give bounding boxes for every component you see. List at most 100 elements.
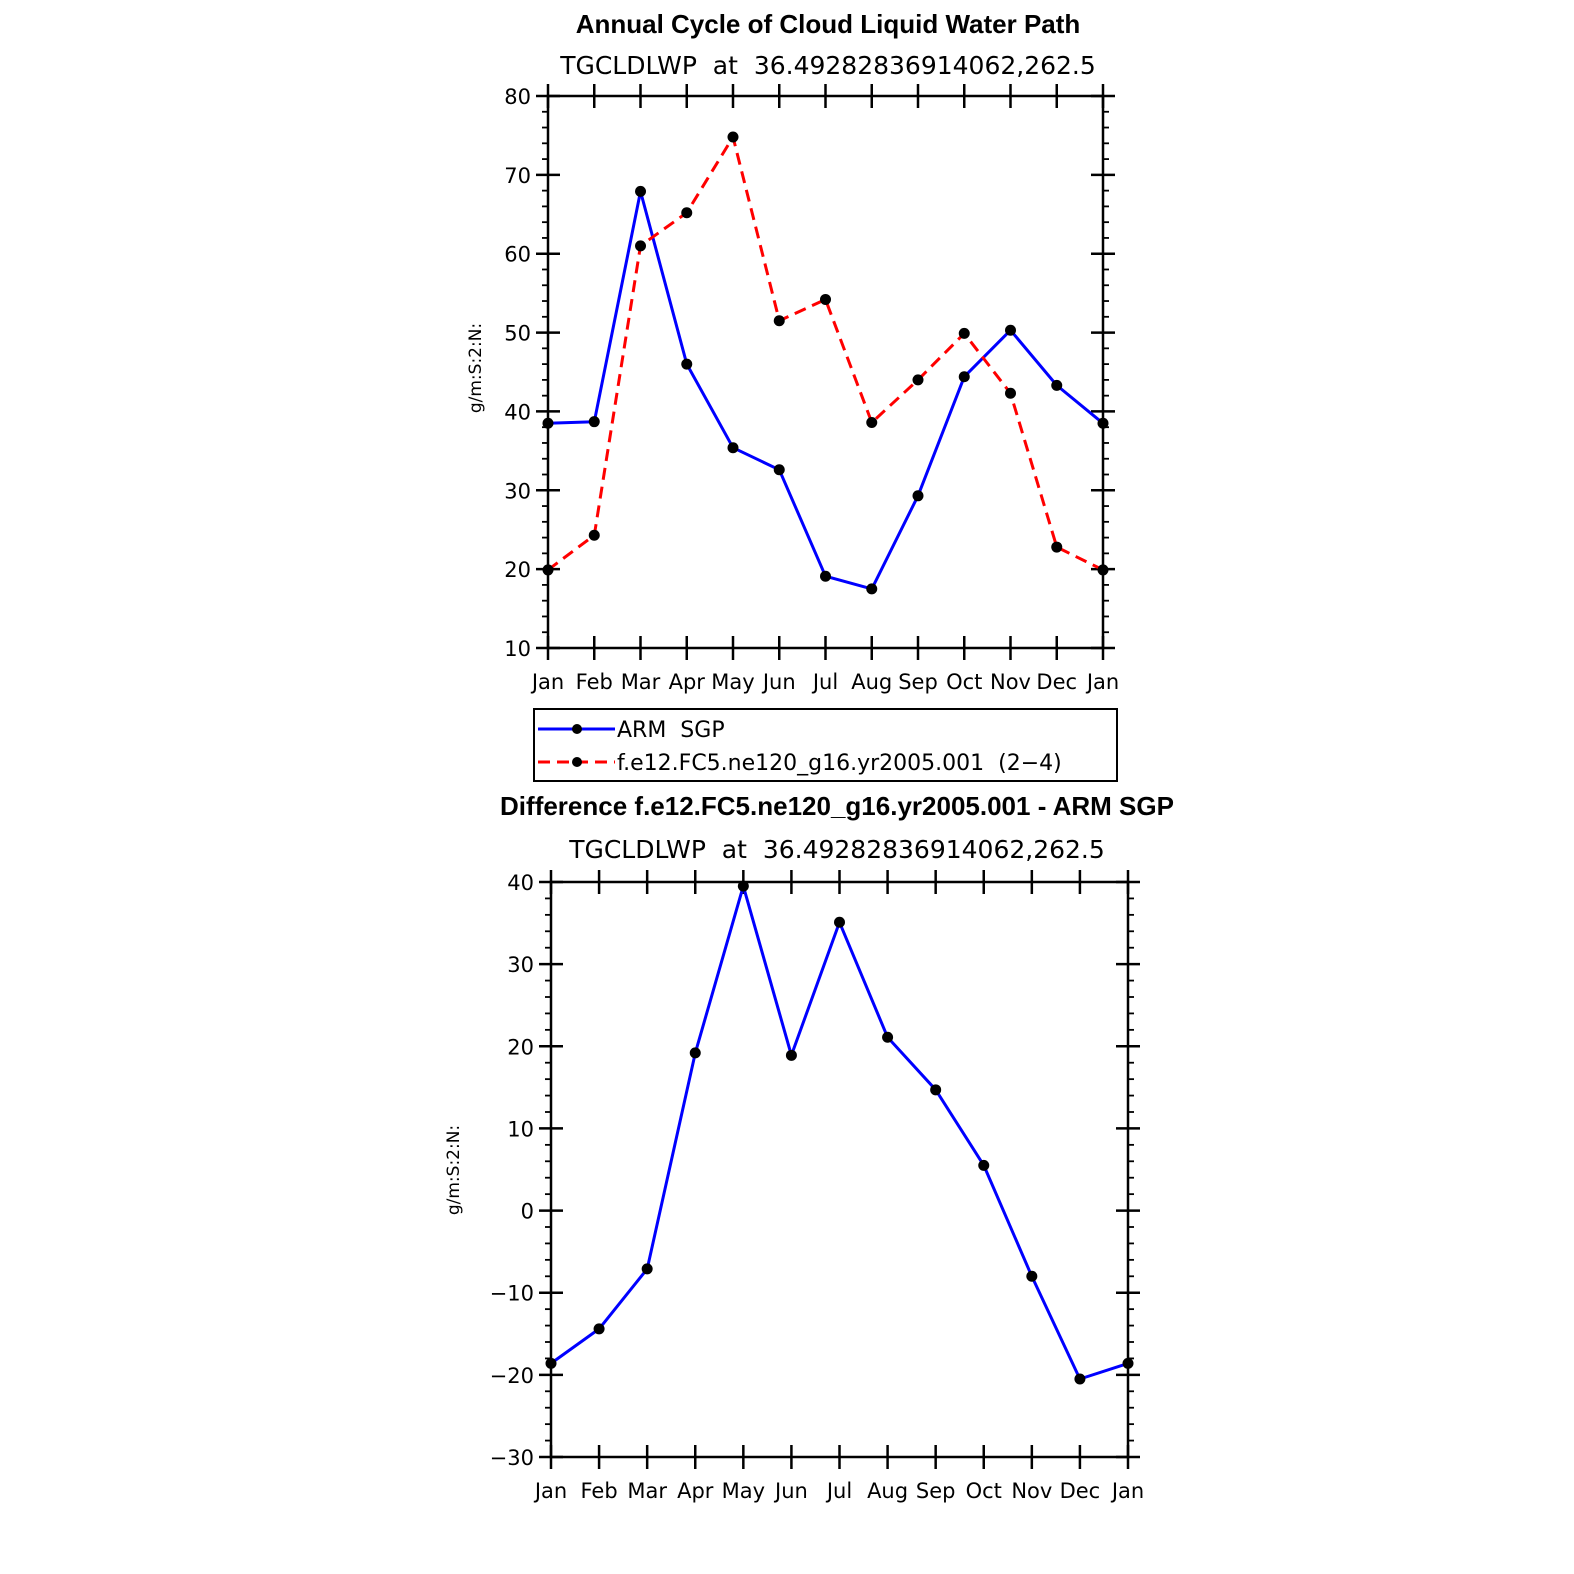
chart1-series-1-line xyxy=(547,135,1104,572)
chart1-ytick-label: 50 xyxy=(504,322,531,346)
chart2-series-0-point xyxy=(641,1263,653,1275)
chart1-series-0-point xyxy=(727,442,739,454)
chart2-series-0-point xyxy=(1026,1270,1038,1282)
chart1-series-1-point xyxy=(635,240,646,252)
chart1-series-1-point xyxy=(1005,387,1016,399)
chart1-xtick-label: May xyxy=(711,670,754,694)
chart2-ytick-label: −30 xyxy=(490,1446,534,1470)
chart1-series-1-point xyxy=(820,293,831,305)
chart1-xtick-label: Oct xyxy=(946,670,982,694)
chart2-series-0-point xyxy=(785,1049,797,1061)
chart1-xtick-label: Sep xyxy=(898,670,938,694)
chart2-title: Difference f.e12.FC5.ne120_g16.yr2005.00… xyxy=(500,791,1174,821)
chart2-xtick-label: Oct xyxy=(966,1479,1002,1503)
chart1-xtick-label: Dec xyxy=(1036,670,1077,694)
chart2-ytick-label: 10 xyxy=(507,1117,534,1141)
chart1-series-0-point xyxy=(820,570,831,582)
chart2-series-0-point xyxy=(689,1047,701,1059)
chart2-xtick-label: Jan xyxy=(533,1479,567,1503)
chart2-subtitle: TGCLDLWP at 36.49282836914062,262.5 xyxy=(568,835,1105,864)
chart1-series-1-point xyxy=(727,131,739,143)
chart2-series-0-point xyxy=(1122,1357,1134,1369)
chart1-series-1-point xyxy=(1097,564,1109,576)
chart1-subtitle: TGCLDLWP at 36.49282836914062,262.5 xyxy=(559,51,1096,80)
chart1-xtick-label: Jul xyxy=(811,670,838,694)
chart1-series-0-point xyxy=(681,358,693,370)
chart1-series-1-point xyxy=(773,315,785,327)
chart2-series-0-point xyxy=(882,1031,894,1043)
chart1-xtick-label: Jun xyxy=(761,670,796,694)
legend-marker-arm xyxy=(572,724,582,734)
chart1-series-1-point xyxy=(1051,541,1063,553)
chart1-series-0-point xyxy=(912,490,924,502)
chart1-xtick-label: Apr xyxy=(669,670,706,694)
chart1-series-0-point xyxy=(542,417,554,429)
chart1-series-0-point xyxy=(773,464,785,476)
chart2-ytick-label: 40 xyxy=(507,871,534,895)
chart2-ytick-label: 0 xyxy=(521,1200,534,1224)
chart1-series-1-point xyxy=(542,564,554,576)
chart1-series-0-point xyxy=(635,185,646,197)
chart1-series-1-point xyxy=(866,416,878,428)
chart2-xtick-label: Aug xyxy=(867,1479,908,1503)
chart2-xtick-label: Jul xyxy=(825,1479,852,1503)
legend: ARM SGP f.e12.FC5.ne120_g16.yr2005.001 (… xyxy=(533,708,1118,782)
chart1-series-0-point xyxy=(588,416,600,428)
chart2-frame xyxy=(549,880,1130,1459)
chart1-ylabel: g/m:S:2:N: xyxy=(466,323,486,413)
chart2-series-0-point xyxy=(737,880,749,892)
chart1-series-1-point xyxy=(588,529,600,541)
chart1-series-1-point xyxy=(912,374,924,386)
chart2-ytick-label: 20 xyxy=(507,1035,534,1059)
legend-marker-model xyxy=(572,757,582,767)
chart2-xtick-label: Sep xyxy=(916,1479,956,1503)
chart2-xtick-label: Nov xyxy=(1011,1479,1052,1503)
chart2-series-0-point xyxy=(1074,1373,1086,1385)
chart2-series-0-point xyxy=(930,1084,942,1096)
chart1-xtick-label: Nov xyxy=(990,670,1031,694)
chart2-plot: −30 −20 −10 0 10 20 30 40 Jan Feb Mar Apr May Jun Jul A… xyxy=(490,870,1144,1503)
chart1-xtick-label: Aug xyxy=(851,670,892,694)
chart2-xtick-label: Feb xyxy=(580,1479,617,1503)
chart1-ytick-label: 10 xyxy=(504,637,531,661)
chart2-xtick-label: Mar xyxy=(627,1479,667,1503)
chart1-xtick-label: Feb xyxy=(576,670,613,694)
legend-box xyxy=(533,708,1118,782)
chart1-series-1-point xyxy=(681,207,693,219)
chart1-frame xyxy=(546,94,1105,650)
chart1-xtick-label: Jan xyxy=(1085,670,1119,694)
chart1-ytick-label: 60 xyxy=(504,243,531,267)
chart1-series-0-point xyxy=(1005,324,1016,336)
chart1-series-0-point xyxy=(866,583,878,595)
chart2-series-0-point xyxy=(834,916,845,928)
chart2-xtick-label: May xyxy=(722,1479,765,1503)
chart2-ytick-label: −20 xyxy=(490,1364,534,1388)
chart2-series-0-point xyxy=(978,1159,990,1171)
chart1-ytick-label: 20 xyxy=(504,558,531,582)
chart1-ytick-label: 30 xyxy=(504,479,531,503)
chart2-series-0-point xyxy=(593,1323,605,1335)
chart2-ylabel: g/m:S:2:N: xyxy=(444,1125,464,1215)
chart1-ytick-label: 40 xyxy=(504,400,531,424)
chart2-series-0-point xyxy=(545,1357,557,1369)
chart1-title: Annual Cycle of Cloud Liquid Water Path xyxy=(576,9,1081,39)
legend-label-arm: ARM SGP xyxy=(617,718,725,743)
chart1-xtick-label: Jan xyxy=(530,670,564,694)
chart1-series-0-point xyxy=(958,371,970,383)
chart2-series-0-line xyxy=(550,884,1129,1381)
chart1-series-1-point xyxy=(958,327,970,339)
chart2-ytick-label: −10 xyxy=(490,1282,534,1306)
chart1-xtick-label: Mar xyxy=(621,670,661,694)
chart1-series-0-point xyxy=(1051,379,1063,391)
chart2-ytick-label: 30 xyxy=(507,953,534,977)
chart1-series-0-point xyxy=(1097,417,1109,429)
chart1-plot: 10 20 30 40 50 60 70 80 Jan Feb Mar Apr May Jun Jul Aug… xyxy=(504,84,1119,694)
chart2-xtick-label: Dec xyxy=(1060,1479,1101,1503)
chart2-xtick-label: Jun xyxy=(773,1479,808,1503)
chart2-xtick-label: Apr xyxy=(677,1479,714,1503)
legend-label-model: f.e12.FC5.ne120_g16.yr2005.001 (2−4) xyxy=(617,751,1062,776)
chart1-ytick-label: 80 xyxy=(504,85,531,109)
chart1-ytick-label: 70 xyxy=(504,164,531,188)
chart1-series-0-line xyxy=(547,189,1104,591)
